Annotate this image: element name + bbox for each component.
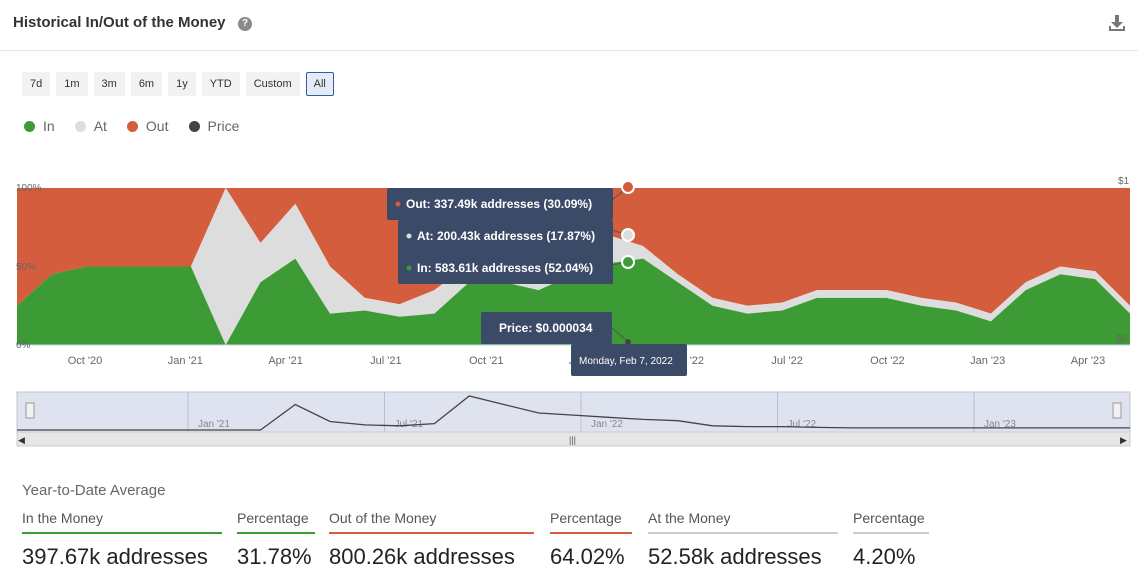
hover-marker-price [625, 339, 631, 345]
x-tick-label: Apr '21 [268, 355, 303, 367]
legend-item-at[interactable]: At [74, 118, 107, 134]
legend-label-in: In [43, 118, 55, 134]
stat-label: Percentage [853, 510, 929, 534]
tooltip-at-dot [406, 233, 412, 239]
right-axis-tick-label: $0 [1116, 334, 1128, 345]
legend-dot-price [188, 120, 200, 132]
navigator-tick-label: Jan '21 [198, 419, 230, 430]
ytd-stats: Year-to-Date Average In the Money 397.67… [22, 482, 929, 569]
tooltip-price-text: Price: $0.000034 [499, 321, 593, 335]
tooltip-at-text: At: 200.43k addresses (17.87%) [417, 229, 595, 243]
legend-label-at: At [93, 118, 107, 134]
stat-in-the-money: In the Money 397.67k addresses [22, 510, 222, 570]
tooltip-date-text: Monday, Feb 7, 2022 [579, 356, 673, 367]
range-button-all[interactable]: All [305, 72, 334, 96]
chart-legend: In At Out Price [24, 118, 239, 134]
y-tick-label: 100% [16, 183, 42, 194]
legend-item-in[interactable]: In [24, 118, 55, 134]
range-button-3m[interactable]: 3m [93, 72, 125, 96]
scrollbar-grip-icon[interactable]: ||| [569, 435, 576, 445]
legend-dot-at [74, 120, 86, 132]
chart-header: Historical In/Out of the Money ? [0, 0, 1138, 51]
legend-label-out: Out [145, 118, 169, 134]
hover-marker-out [621, 180, 635, 194]
range-button-7d[interactable]: 7d [22, 72, 51, 96]
navigator-right-handle[interactable] [1112, 402, 1122, 419]
y-tick-label: 50% [16, 262, 36, 273]
legend-dot-out [126, 120, 138, 132]
tooltip-at-in-box [398, 220, 613, 284]
right-axis-tick-label: $1 [1118, 176, 1130, 187]
range-button-ytd[interactable]: YTD [201, 72, 240, 96]
x-tick-label: Oct '21 [469, 355, 504, 367]
page-title: Historical In/Out of the Money [13, 14, 226, 31]
stat-value: 31.78% [237, 544, 312, 569]
stat-value: 64.02% [550, 544, 625, 569]
stats-title: Year-to-Date Average [22, 482, 166, 499]
navigator-left-handle[interactable] [25, 402, 35, 419]
area-in [17, 258, 1130, 345]
stat-out-of-the-money: Out of the Money 800.26k addresses [329, 510, 534, 570]
stat-label: Percentage [550, 510, 632, 534]
navigator-tick-label: Jul '22 [788, 419, 817, 430]
stat-in-percentage: Percentage 31.78% [237, 510, 315, 570]
x-tick-label: Jul '21 [370, 355, 401, 367]
range-button-1y[interactable]: 1y [168, 72, 196, 96]
scrollbar-right-arrow-icon[interactable]: ▶ [1120, 435, 1127, 445]
y-tick-label: 0% [16, 340, 31, 351]
stat-at-percentage: Percentage 4.20% [853, 510, 929, 570]
navigator-price-line [17, 395, 1130, 431]
stat-label: In the Money [22, 510, 222, 534]
tooltip-out-box [387, 188, 613, 220]
stat-value: 800.26k addresses [329, 544, 515, 569]
range-selector: 7d 1m 3m 6m 1y YTD Custom All [22, 72, 334, 96]
main-chart[interactable]: 100% 50% 0% $1 $0 Oct '20 Jan '21 Apr '21 J… [0, 170, 1138, 450]
stat-label: At the Money [648, 510, 838, 534]
hover-marker-in [621, 255, 635, 269]
navigator-tick-label: Jan '23 [984, 419, 1016, 430]
legend-item-out[interactable]: Out [126, 118, 169, 134]
stat-at-the-money: At the Money 52.58k addresses [648, 510, 838, 570]
x-tick-label: Oct '22 [870, 355, 905, 367]
navigator[interactable]: Jan '21 Jul '21 Jan '22 Jul '22 Jan '23 ◀ ||… [16, 391, 1131, 447]
x-tick-label: Jan '21 [168, 355, 203, 367]
download-icon[interactable] [1108, 14, 1126, 32]
range-button-6m[interactable]: 6m [130, 72, 163, 96]
tooltip-out-dot [395, 201, 401, 207]
question-circle-icon[interactable]: ? [238, 17, 252, 31]
legend-label-price: Price [207, 118, 240, 134]
navigator-tick-label: Jul '21 [395, 419, 424, 430]
tooltip-in-dot [406, 265, 412, 271]
tooltip-price-box [481, 312, 612, 344]
legend-item-price[interactable]: Price [188, 118, 240, 134]
x-tick-label: Oct '20 [68, 355, 103, 367]
navigator-background [16, 391, 1131, 433]
x-tick-label: Jul '22 [771, 355, 802, 367]
navigator-tick-label: Jan '22 [591, 419, 623, 430]
x-tick-label: Apr '23 [1071, 355, 1106, 367]
tooltip-out-text: Out: 337.49k addresses (30.09%) [406, 197, 592, 211]
tooltip-date-box [571, 344, 687, 376]
range-button-custom[interactable]: Custom [245, 72, 300, 96]
stat-label: Out of the Money [329, 510, 534, 534]
stat-label: Percentage [237, 510, 315, 534]
stat-value: 397.67k addresses [22, 544, 208, 569]
range-button-1m[interactable]: 1m [56, 72, 88, 96]
y-axis: 100% 50% 0% $1 $0 [16, 176, 1130, 351]
tooltip-in-text: In: 583.61k addresses (52.04%) [417, 261, 593, 275]
scrollbar-left-arrow-icon[interactable]: ◀ [18, 435, 25, 445]
legend-dot-in [24, 120, 35, 132]
x-tick-label: Jan '23 [970, 355, 1005, 367]
navigator-scrollbar[interactable] [16, 431, 1131, 447]
stat-out-percentage: Percentage 64.02% [550, 510, 632, 570]
stat-value: 52.58k addresses [648, 544, 822, 569]
hover-marker-at [621, 228, 635, 242]
stat-value: 4.20% [853, 544, 916, 569]
chart-tooltip: Out: 337.49k addresses (30.09%) At: 200.… [387, 180, 687, 376]
